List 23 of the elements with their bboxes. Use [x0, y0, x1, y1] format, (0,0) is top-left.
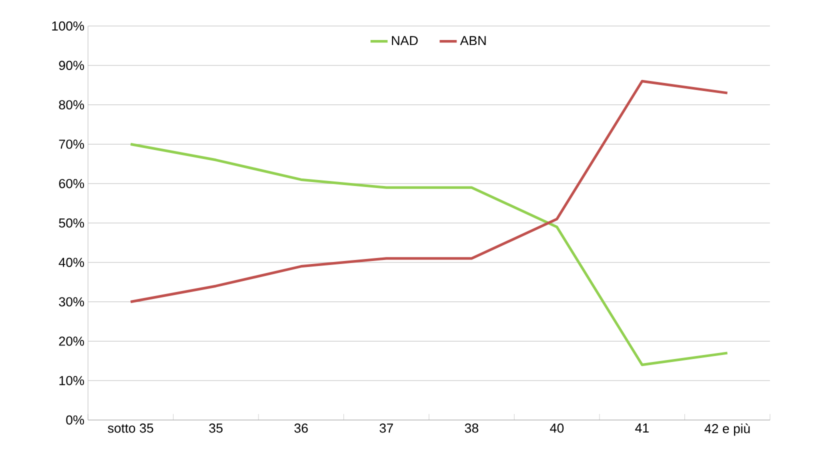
x-tick-label: 42 e più — [704, 424, 750, 436]
y-tick-label: 60% — [59, 178, 84, 188]
y-tick-label: 80% — [59, 100, 84, 110]
x-tick-label: 36 — [294, 424, 308, 433]
y-tick-label: 10% — [59, 376, 84, 386]
legend-label: ABN — [460, 36, 486, 46]
y-tick-label: 70% — [59, 140, 84, 149]
x-tick-label: 41 — [635, 424, 649, 432]
line-series — [129, 80, 729, 304]
line-series — [129, 142, 729, 366]
x-tick-label: 35 — [209, 424, 223, 433]
y-tick-label: 20% — [59, 336, 84, 346]
y-tick-label: 0% — [66, 415, 84, 425]
legend-label: NAD — [392, 36, 418, 46]
y-tick-label: 50% — [58, 218, 84, 228]
y-tick-label: 100% — [52, 21, 84, 31]
x-tick-label: 40 — [550, 424, 564, 433]
y-tick-label: 30% — [58, 297, 84, 306]
x-tick-label: 38 — [464, 424, 478, 433]
x-tick-label: sotto 35 — [108, 424, 154, 433]
y-tick-label: 90% — [59, 60, 84, 70]
y-tick-label: 40% — [58, 258, 84, 267]
x-tick-label: 37 — [380, 424, 393, 433]
